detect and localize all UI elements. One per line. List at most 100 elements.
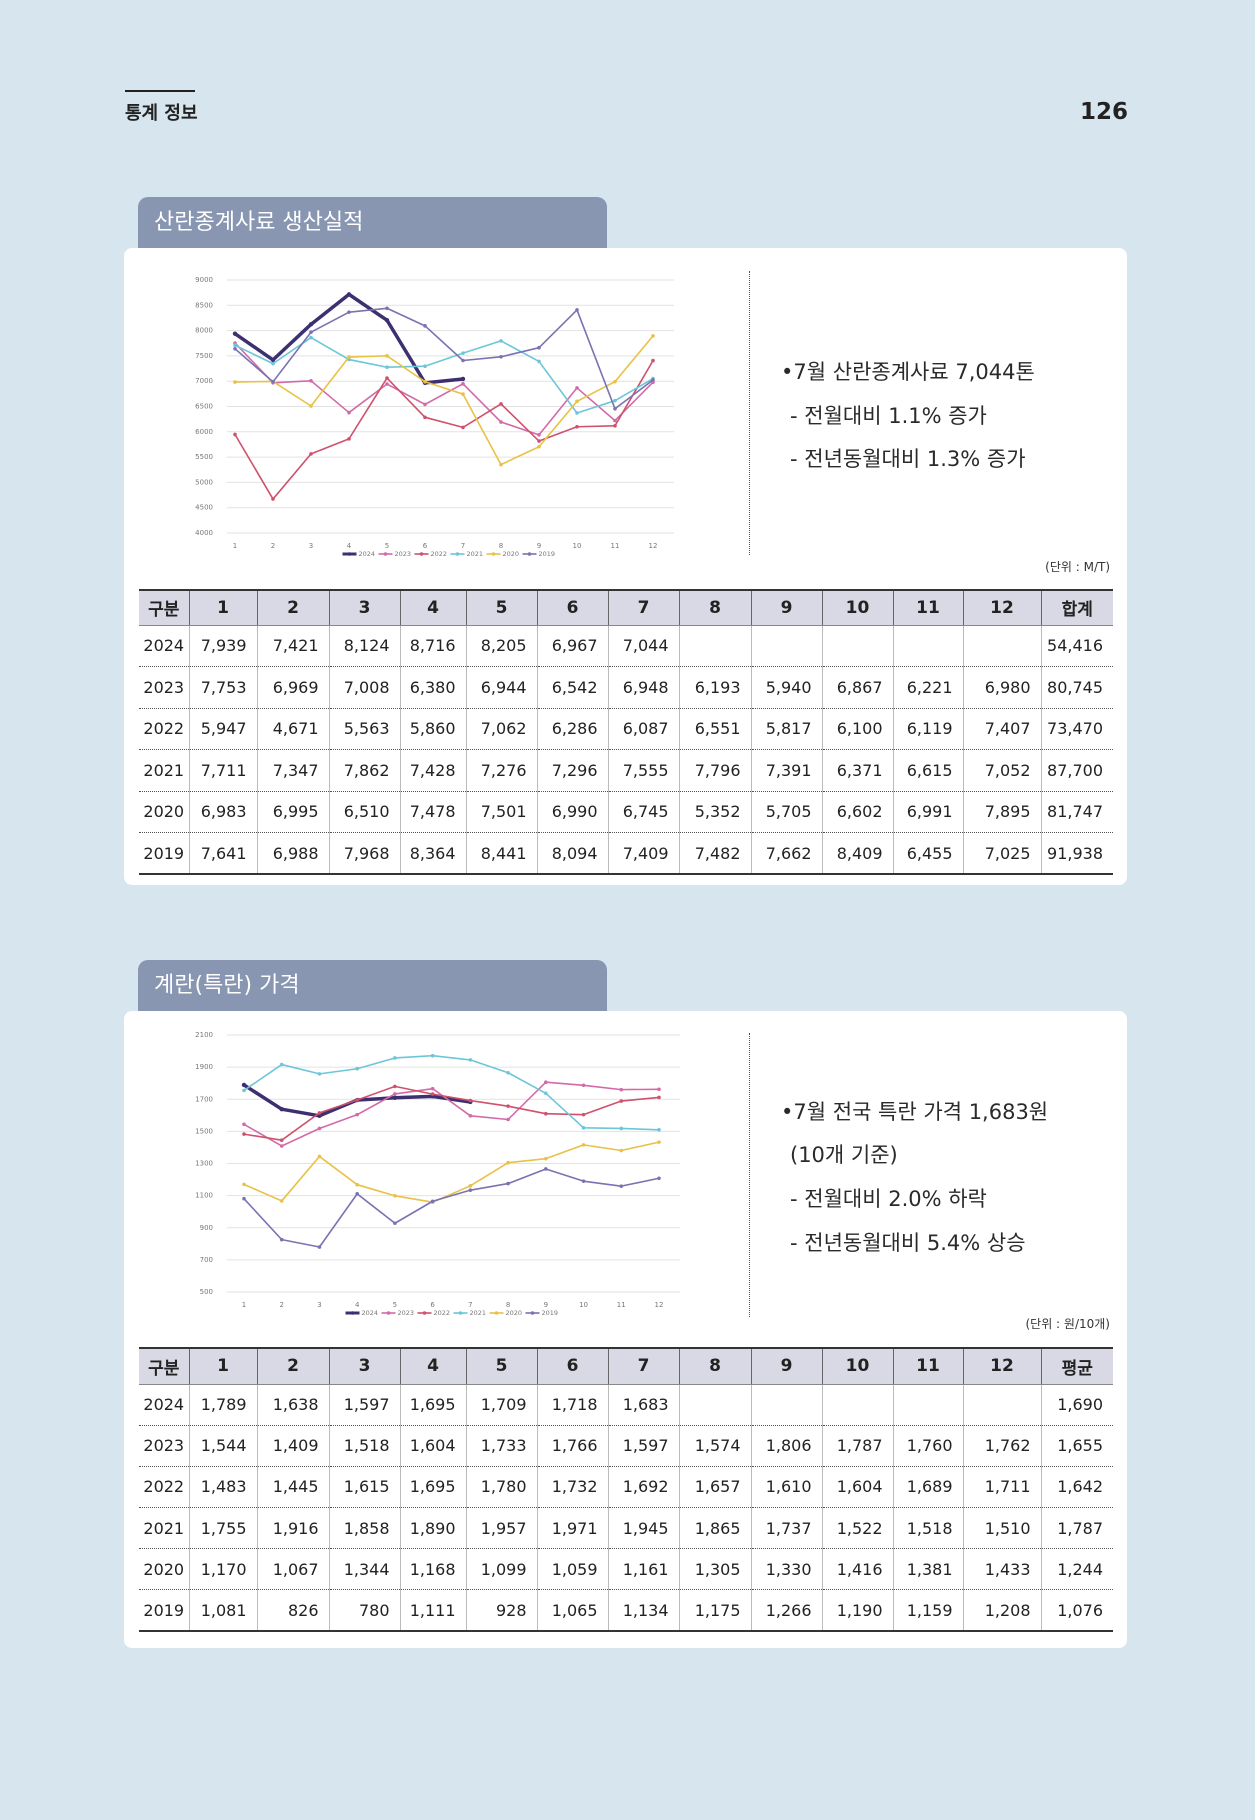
table-cell: 1,657 [678, 1466, 751, 1509]
table-cell: 6,745 [607, 791, 679, 833]
table-cell: 7,662 [750, 832, 822, 875]
point [279, 1138, 284, 1143]
point [499, 339, 503, 343]
point [619, 1184, 624, 1188]
header-cell: 3 [328, 1347, 400, 1385]
table-cell: 8,124 [328, 625, 400, 667]
table-cell: 6,542 [536, 666, 608, 709]
header-cell: 평균 [1040, 1347, 1113, 1385]
header-cell: 5 [465, 1347, 537, 1385]
point [242, 1196, 246, 1201]
table-cell: 7,862 [328, 749, 400, 792]
table-cell: 87,700 [1040, 749, 1113, 792]
table-cell: 2023 [139, 666, 189, 709]
x-tick-label: 6 [430, 1301, 435, 1309]
point [544, 1091, 548, 1096]
table-cell: 1,755 [188, 1507, 257, 1550]
table-cell: 7,062 [465, 708, 537, 750]
y-tick-label: 6000 [195, 428, 213, 436]
point [575, 386, 579, 390]
point [317, 1245, 322, 1249]
x-tick-label: 11 [617, 1301, 626, 1309]
table-cell: 7,796 [678, 749, 751, 792]
point [575, 399, 579, 404]
table-cell: 1,604 [821, 1466, 893, 1509]
y-tick-label: 900 [200, 1224, 213, 1232]
table-cell: 6,983 [188, 791, 257, 833]
table-row: 2021 7,711 7,347 7,862 7,428 7,276 7,296 7,555 7… [139, 749, 1113, 792]
table-cell: 6,967 [536, 625, 608, 667]
header-cell: 합계 [1040, 589, 1113, 626]
header-cell: 구분 [139, 589, 189, 626]
note: •7월 전국 특란 가격 1,683원 [781, 1100, 1049, 1124]
empty-cell [892, 1384, 963, 1426]
header-cell: 12 [962, 1347, 1041, 1385]
table-cell: 1,890 [399, 1507, 466, 1550]
point [619, 1126, 624, 1131]
table-cell: 1,787 [821, 1425, 893, 1467]
table-cell: 7,391 [750, 749, 822, 792]
table-cell: 1,695 [399, 1466, 466, 1509]
point [619, 1099, 624, 1103]
point [499, 402, 503, 406]
table-cell: 6,944 [465, 666, 537, 709]
legend-label: 2024 [362, 1309, 379, 1317]
table-cell: 1,059 [536, 1548, 608, 1591]
series-line [243, 1085, 660, 1142]
table-cell: 1,522 [821, 1507, 893, 1550]
x-tick-label: 5 [385, 542, 389, 550]
point [309, 330, 313, 335]
table-cell: 1,733 [465, 1425, 537, 1467]
data-table: 구분 1 2 3 4 5 6 7 8 9 10 11 12 평균 2024 1,789 1,638 1,597 1,… [139, 1347, 1113, 1633]
note: - 전년동월대비 1.3% 증가 [790, 447, 1026, 471]
table-cell: 1,760 [892, 1425, 963, 1467]
table-cell: 1,330 [750, 1548, 822, 1591]
y-tick-label: 7000 [195, 377, 213, 385]
point [506, 1160, 510, 1165]
point [575, 308, 579, 312]
table-cell: 1,945 [607, 1507, 679, 1550]
table-cell: 5,705 [750, 791, 822, 833]
point [385, 376, 389, 380]
table-cell: 6,988 [256, 832, 329, 875]
table-cell: 7,421 [256, 625, 329, 667]
table-cell: 1,615 [328, 1466, 400, 1509]
point [355, 1098, 359, 1102]
table-cell: 2024 [139, 625, 189, 667]
legend-label: 2023 [395, 550, 412, 558]
header-cell: 11 [892, 1347, 963, 1385]
point [242, 1132, 246, 1136]
series-line [234, 307, 654, 410]
table-cell: 8,094 [536, 832, 608, 875]
table-cell: 7,407 [962, 708, 1041, 750]
legend-dot [419, 552, 424, 556]
note: - 전월대비 2.0% 하락 [790, 1187, 987, 1211]
point [613, 398, 617, 403]
point [506, 1070, 510, 1075]
table-body: 2024 7,939 7,421 8,124 8,716 8,205 6,967 7,044 5… [139, 625, 1113, 875]
empty-cell [678, 1384, 751, 1426]
x-tick-label: 12 [655, 1301, 664, 1309]
point [355, 1066, 359, 1071]
point [461, 351, 465, 355]
x-tick-label: 7 [461, 542, 465, 550]
point [461, 425, 465, 430]
series-line [234, 292, 464, 385]
header-cell: 6 [536, 1347, 608, 1385]
legend-dot [530, 1311, 535, 1315]
point [317, 1072, 322, 1076]
table-cell: 1,305 [678, 1548, 751, 1591]
table-cell: 5,817 [750, 708, 822, 750]
table-cell: 6,551 [678, 708, 751, 750]
y-tick-label: 1700 [195, 1095, 213, 1103]
point [613, 423, 617, 428]
legend-label: 2020 [503, 550, 520, 558]
table-cell: 1,544 [188, 1425, 257, 1467]
table-cell: 7,008 [328, 666, 400, 709]
legend-dot [422, 1311, 427, 1315]
table-cell: 8,441 [465, 832, 537, 875]
table-cell: 1,597 [328, 1384, 400, 1426]
x-tick-label: 11 [611, 542, 620, 550]
table-cell: 4,671 [256, 708, 329, 750]
table-cell: 7,296 [536, 749, 608, 792]
